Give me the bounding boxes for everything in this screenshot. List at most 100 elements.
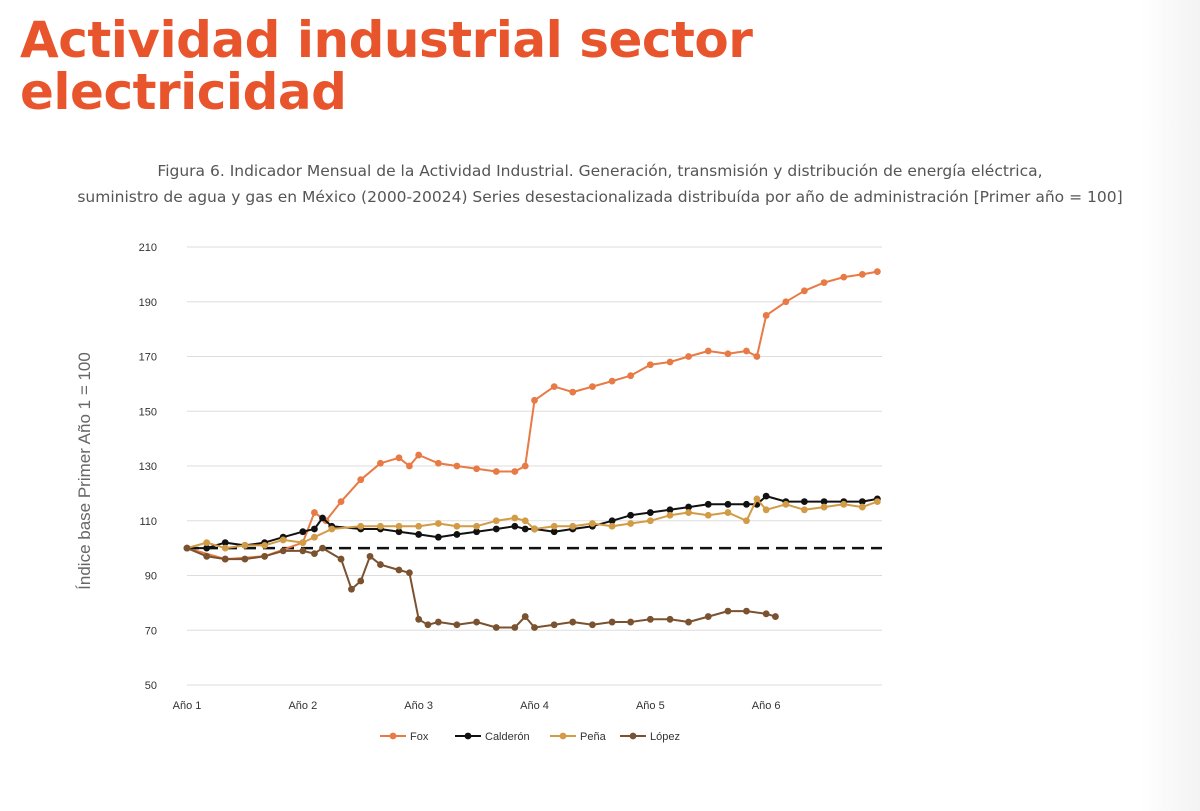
- data-point: [627, 372, 635, 380]
- data-point: [762, 312, 770, 319]
- data-point: [608, 377, 616, 385]
- data-point: [492, 468, 500, 475]
- data-point: [415, 531, 423, 538]
- data-point: [453, 621, 461, 629]
- data-point: [531, 525, 538, 533]
- series-lópez: [183, 544, 779, 631]
- data-point: [531, 396, 538, 404]
- x-tick-label: Año 3: [404, 700, 433, 712]
- data-point: [743, 607, 750, 615]
- slide-edge-shade: [1140, 0, 1200, 811]
- data-point: [299, 547, 307, 555]
- data-point: [348, 585, 355, 593]
- data-point: [521, 613, 529, 620]
- data-point: [820, 498, 828, 505]
- data-point: [434, 533, 442, 541]
- data-point: [203, 544, 211, 552]
- series-group: [183, 268, 881, 631]
- data-point: [608, 517, 616, 525]
- data-point: [762, 610, 770, 618]
- y-tick-label: 50: [145, 680, 157, 692]
- data-point: [319, 544, 326, 552]
- data-point: [221, 555, 229, 563]
- data-point: [873, 268, 881, 276]
- data-point: [299, 539, 307, 547]
- x-tick-label: Año 5: [636, 700, 665, 712]
- data-point: [550, 621, 558, 629]
- data-point: [521, 517, 529, 525]
- x-tick-label: Año 1: [173, 700, 202, 712]
- data-point: [261, 552, 269, 560]
- data-point: [473, 522, 480, 530]
- data-point: [395, 566, 403, 574]
- data-point: [424, 621, 432, 629]
- data-point: [511, 522, 519, 530]
- data-point: [415, 615, 423, 623]
- series-line: [186, 547, 776, 629]
- y-tick-label: 110: [139, 516, 157, 528]
- data-point: [492, 624, 500, 631]
- data-point: [743, 517, 750, 525]
- data-point: [492, 525, 500, 533]
- data-point: [704, 613, 712, 620]
- data-point: [434, 459, 442, 467]
- data-point: [550, 522, 558, 530]
- data-point: [873, 498, 881, 505]
- data-point: [357, 476, 365, 484]
- data-point: [279, 536, 287, 544]
- data-point: [241, 541, 249, 549]
- data-point: [511, 468, 519, 475]
- data-point: [589, 383, 596, 391]
- data-point: [743, 347, 750, 355]
- data-point: [473, 618, 480, 626]
- data-point: [608, 522, 616, 530]
- data-point: [704, 511, 712, 519]
- data-point: [772, 613, 779, 620]
- data-point: [762, 492, 770, 500]
- y-tick-label: 90: [145, 571, 157, 583]
- y-axis-label: Índice base Primer Año 1 = 100: [75, 352, 94, 590]
- data-point: [666, 506, 674, 514]
- series-peña: [183, 495, 881, 552]
- data-point: [406, 569, 413, 577]
- data-point: [685, 353, 692, 360]
- data-point: [550, 528, 558, 536]
- data-point: [406, 462, 413, 470]
- data-point: [646, 517, 654, 525]
- y-tick-label: 70: [145, 625, 157, 637]
- data-point: [724, 350, 732, 358]
- data-point: [753, 353, 761, 360]
- data-point: [762, 506, 770, 514]
- y-tick-label: 190: [139, 297, 157, 309]
- legend-swatch-marker: [389, 732, 397, 740]
- data-point: [743, 500, 750, 508]
- data-point: [377, 561, 384, 568]
- data-point: [840, 273, 848, 281]
- chart-panel: 50 70 90 110 130 150 170 190 210 Año 1 Año 2 Año 3…: [60, 225, 940, 770]
- figure-caption-line-1: Figura 6. Indicador Mensual de la Activi…: [157, 162, 1043, 180]
- y-tick-label: 170: [139, 352, 157, 364]
- data-point: [627, 511, 635, 519]
- y-tick-label: 150: [139, 406, 157, 418]
- data-point: [569, 522, 577, 530]
- data-point: [492, 517, 500, 525]
- series-line: [187, 495, 878, 550]
- data-point: [328, 525, 336, 533]
- data-point: [395, 522, 403, 530]
- data-point: [608, 618, 616, 626]
- legend-label: Calderón: [485, 731, 530, 743]
- data-point: [685, 618, 692, 626]
- data-point: [531, 624, 538, 631]
- series-line: [186, 497, 878, 550]
- data-point: [473, 465, 480, 473]
- data-point: [357, 522, 365, 530]
- series-fox: [183, 268, 881, 563]
- data-point: [724, 500, 732, 508]
- data-point: [221, 544, 229, 552]
- data-point: [319, 514, 326, 522]
- data-point: [434, 520, 442, 527]
- legend-swatch-marker: [629, 732, 637, 740]
- slide-title: Actividad industrial sector electricidad: [20, 11, 753, 121]
- data-point: [453, 462, 461, 470]
- legend-swatch-marker: [559, 732, 567, 740]
